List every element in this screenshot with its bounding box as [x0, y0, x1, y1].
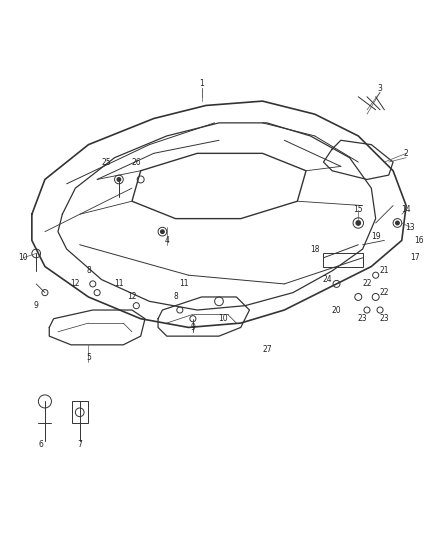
Text: 9: 9	[191, 323, 195, 332]
Text: 16: 16	[414, 236, 424, 245]
Text: 11: 11	[114, 279, 124, 288]
Text: 19: 19	[371, 231, 381, 240]
Text: 6: 6	[38, 440, 43, 449]
Circle shape	[356, 221, 360, 225]
Text: 4: 4	[164, 236, 169, 245]
Circle shape	[161, 230, 164, 233]
Text: 1: 1	[199, 79, 204, 88]
Text: 13: 13	[406, 223, 415, 232]
Text: 22: 22	[380, 288, 389, 297]
Text: 23: 23	[358, 314, 367, 323]
Text: 15: 15	[353, 205, 363, 214]
Text: 24: 24	[323, 275, 332, 284]
Text: 10: 10	[219, 314, 228, 323]
Text: 12: 12	[127, 293, 137, 302]
Text: 5: 5	[86, 353, 91, 362]
Circle shape	[396, 221, 399, 225]
Text: 14: 14	[401, 205, 411, 214]
Text: 23: 23	[380, 314, 389, 323]
Text: 8: 8	[173, 293, 178, 302]
Bar	[323, 254, 363, 266]
Text: 3: 3	[378, 84, 382, 93]
Text: 7: 7	[77, 440, 82, 449]
Bar	[72, 401, 88, 423]
Text: 8: 8	[86, 266, 91, 276]
Text: 9: 9	[34, 301, 39, 310]
Text: 25: 25	[101, 158, 111, 166]
Text: 21: 21	[380, 266, 389, 276]
Text: 18: 18	[310, 245, 319, 254]
Text: 20: 20	[332, 305, 341, 314]
Circle shape	[117, 177, 120, 181]
Text: 10: 10	[18, 253, 28, 262]
Text: 12: 12	[71, 279, 80, 288]
Text: 2: 2	[404, 149, 409, 158]
Text: 17: 17	[410, 253, 420, 262]
Text: 22: 22	[362, 279, 372, 288]
Text: 26: 26	[131, 158, 141, 166]
Text: 27: 27	[262, 345, 272, 354]
Text: 11: 11	[180, 279, 189, 288]
